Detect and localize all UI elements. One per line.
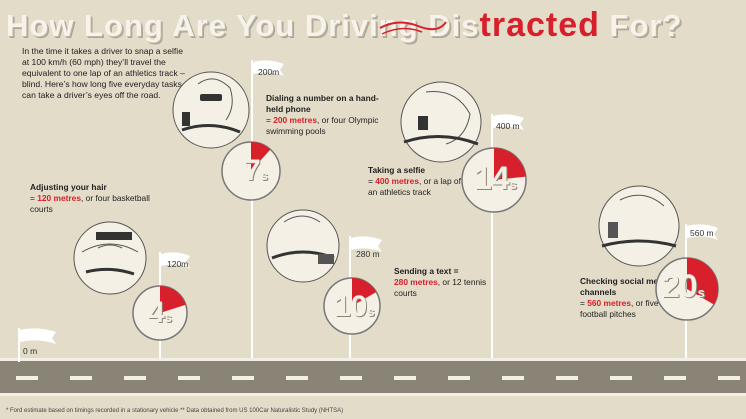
selfie-time-wedge xyxy=(494,148,526,180)
task-hair: Adjusting your hair = 120 metres, or fou… xyxy=(30,182,150,215)
selfie-seconds-unit: s xyxy=(509,177,517,192)
social-driver-illustration xyxy=(598,185,680,267)
task-selfie-eq: = xyxy=(368,176,373,186)
phone-stopwatch-icon xyxy=(221,141,281,201)
phone-seconds-unit: s xyxy=(260,168,268,183)
title-dis: Dis xyxy=(428,8,480,43)
task-phone-metres: 200 metres xyxy=(273,115,318,125)
road-centre-dashes xyxy=(16,376,740,380)
task-text-heading: Sending a text xyxy=(394,266,452,276)
hair-seconds-unit: s xyxy=(164,310,172,325)
social-distance: 560 m xyxy=(690,228,714,238)
flag-start-icon xyxy=(18,328,56,362)
hair-stopwatch-icon xyxy=(132,285,188,341)
task-hair-heading: Adjusting your hair xyxy=(30,182,107,192)
task-social: Checking social media channels = 560 met… xyxy=(580,276,680,320)
selfie-seconds: 14s xyxy=(474,160,517,197)
task-text: Sending a text = 280 metres, or 12 tenni… xyxy=(394,266,494,299)
hair-distance: 120m xyxy=(167,259,189,269)
selfie-stopwatch-icon xyxy=(461,147,527,213)
task-selfie-rest: , or a lap of an athletics track xyxy=(368,176,461,197)
footnote: * Ford estimate based on timings recorde… xyxy=(6,408,344,414)
title-tracted: tracted xyxy=(479,6,600,44)
task-selfie: Taking a selfie = 400 metres, or a lap o… xyxy=(368,165,468,198)
title-text: How Long Are You Driving xyxy=(6,8,429,43)
text-distance: 280 m xyxy=(356,249,380,259)
task-phone: Dialing a number on a hand-held phone = … xyxy=(266,93,386,137)
phone-driver-illustration xyxy=(172,71,250,149)
task-social-metres: 560 metres xyxy=(587,298,632,308)
task-text-heading-mark: = xyxy=(451,266,459,276)
text-seconds-value: 10 xyxy=(334,290,368,323)
social-stopwatch-icon xyxy=(655,257,719,321)
flag-phone-icon xyxy=(251,60,284,358)
text-seconds-unit: s xyxy=(367,304,375,319)
task-hair-eq: = xyxy=(30,193,35,203)
task-social-rest: , or five football pitches xyxy=(580,298,659,319)
task-selfie-heading: Taking a selfie xyxy=(368,165,426,175)
task-hair-metres: 120 metres xyxy=(37,193,82,203)
selfie-driver-illustration xyxy=(400,81,482,163)
hair-seconds: 4s xyxy=(148,296,172,330)
task-text-rest: , or 12 tennis courts xyxy=(394,277,487,298)
text-time-wedge xyxy=(352,277,377,306)
phone-time-wedge xyxy=(251,142,271,171)
task-selfie-metres: 400 metres xyxy=(375,176,420,186)
task-phone-rest: , or four Olympic swimming pools xyxy=(266,115,379,136)
hair-seconds-value: 4 xyxy=(148,296,165,329)
text-driver-illustration xyxy=(266,209,340,283)
intro-text: In the time it takes a driver to snap a … xyxy=(22,46,185,100)
task-hair-rest: , or four basketball courts xyxy=(30,193,150,214)
social-seconds: 20s xyxy=(662,268,705,305)
phone-distance: 200m xyxy=(258,67,280,77)
task-phone-heading: Dialing a number on a hand-held phone xyxy=(266,93,379,114)
selfie-seconds-value: 14 xyxy=(474,160,510,196)
social-seconds-value: 20 xyxy=(662,268,698,304)
phone-seconds: 7s xyxy=(244,154,268,188)
task-phone-eq: = xyxy=(266,115,271,125)
phone-seconds-value: 7 xyxy=(244,154,261,187)
road-edge-bottom xyxy=(0,393,746,396)
road-edge-top xyxy=(0,358,746,361)
social-time-wedge xyxy=(687,257,719,305)
social-seconds-unit: s xyxy=(697,285,705,300)
strike-scribble xyxy=(379,21,447,35)
page-title: How Long Are You Driving Distracted For? xyxy=(6,6,682,45)
task-text-metres: 280 metres xyxy=(394,277,438,287)
task-social-eq: = xyxy=(580,298,585,308)
text-stopwatch-icon xyxy=(323,277,381,335)
hair-driver-illustration xyxy=(73,221,147,295)
hair-time-wedge xyxy=(160,286,186,313)
text-seconds: 10s xyxy=(334,290,375,324)
selfie-distance: 400 m xyxy=(496,121,520,131)
task-social-heading: Checking social media channels xyxy=(580,276,671,297)
title-end: For? xyxy=(599,8,683,43)
start-distance: 0 m xyxy=(23,346,38,356)
